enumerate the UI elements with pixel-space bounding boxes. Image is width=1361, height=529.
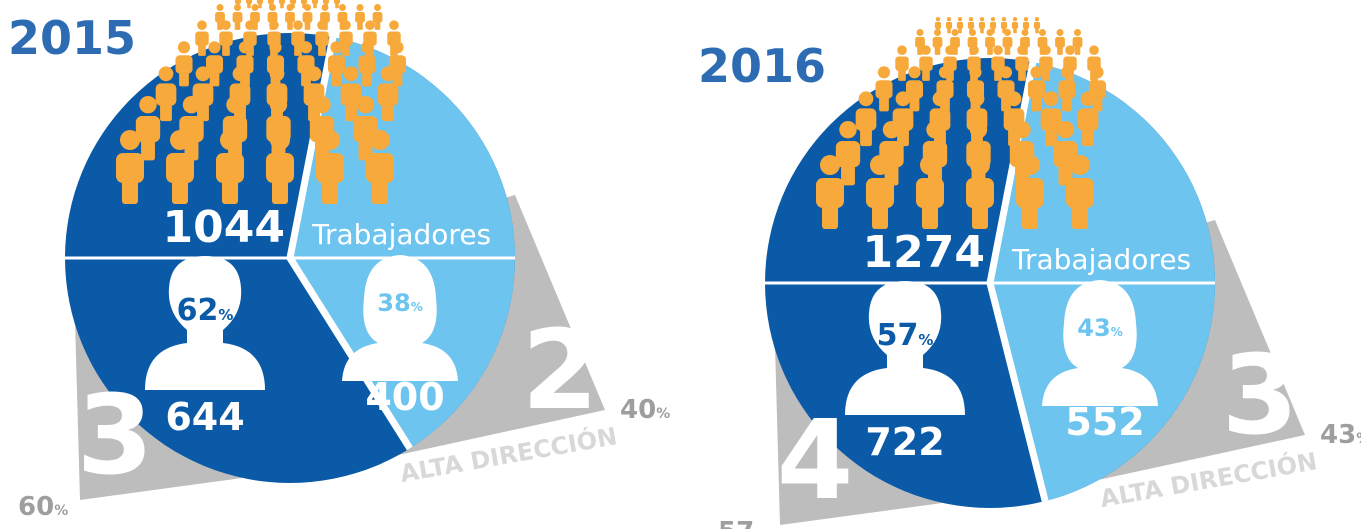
person-icon (979, 17, 985, 33)
year-title: 2015 (8, 11, 136, 65)
percent-value: 57 (877, 318, 919, 353)
men-count: 722 (865, 420, 944, 464)
management-men: 4 (777, 396, 854, 524)
women-count: 552 (1065, 400, 1144, 444)
women-count: 400 (365, 375, 444, 419)
percent-sign: % (1356, 431, 1361, 447)
percent-value: 38 (377, 289, 410, 317)
person-icon (233, 4, 243, 30)
management-men: 3 (77, 371, 154, 499)
management-men-percent: 57% (718, 517, 768, 529)
panel: 20161274Trabajadores57%43%7225524357%43%… (698, 17, 1361, 529)
workers-label: Trabajadores (311, 218, 491, 251)
person-icon (279, 0, 285, 8)
person-icon (1012, 17, 1018, 33)
percent-sign: % (218, 306, 233, 324)
infographic: 20151044Trabajadores62%38%6444003260%40%… (0, 0, 1361, 529)
workers-label: Trabajadores (1011, 243, 1191, 276)
year-title: 2016 (698, 39, 826, 93)
men-count: 644 (165, 395, 244, 439)
workers-total: 1274 (863, 227, 985, 278)
percent-sign: % (54, 503, 68, 519)
management-women: 3 (1222, 331, 1299, 459)
percent-value: 57 (718, 517, 754, 529)
workers-total: 1044 (163, 202, 285, 253)
percent-value: 40 (620, 395, 656, 425)
management-women: 2 (522, 306, 599, 434)
percent-value: 43 (1077, 314, 1110, 342)
percent-value: 43 (1320, 420, 1356, 450)
management-women-percent: 40% (620, 395, 670, 425)
person-icon (355, 4, 365, 30)
percent-sign: % (656, 406, 670, 422)
percent-sign: % (1111, 325, 1123, 339)
person-icon (1055, 29, 1065, 55)
management-women-percent: 43% (1320, 420, 1361, 450)
percent-value: 62 (177, 293, 219, 328)
percent-sign: % (918, 331, 933, 349)
person-icon (246, 0, 252, 8)
person-icon (1034, 17, 1040, 33)
person-icon (312, 0, 318, 8)
percent-sign: % (411, 300, 423, 314)
person-icon (946, 17, 952, 33)
management-men-percent: 60% (18, 492, 68, 522)
person-icon (1003, 29, 1013, 55)
percent-value: 60 (18, 492, 54, 522)
person-icon (303, 4, 313, 30)
person-icon (933, 29, 943, 55)
